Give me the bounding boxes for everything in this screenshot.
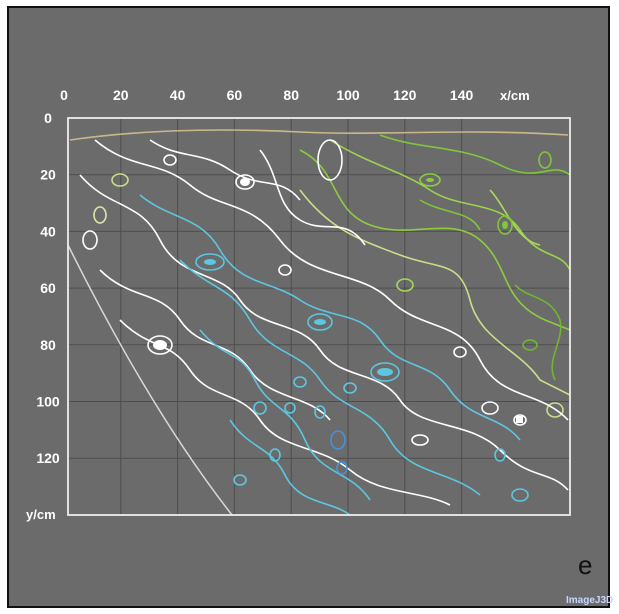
x-axis-label: x/cm (500, 88, 530, 103)
y-tick-label: 0 (44, 110, 52, 126)
x-tick-label: 100 (336, 87, 360, 103)
y-axis-label: y/cm (26, 507, 56, 522)
x-tick-label: 80 (283, 87, 299, 103)
y-tick-label: 60 (40, 280, 56, 296)
x-tick-label: 140 (450, 87, 474, 103)
figure-frame (7, 6, 610, 608)
y-tick-labels: 0 20 40 60 80 100 120 (36, 110, 60, 466)
y-tick-label: 100 (36, 394, 60, 410)
x-tick-label: 0 (60, 87, 68, 103)
grid-lines (68, 118, 570, 515)
imagej3d-watermark: ImageJ3D (566, 595, 614, 606)
plot-border (67, 117, 571, 516)
domain-boundary (67, 244, 233, 516)
y-tick-label: 40 (40, 223, 56, 239)
x-tick-label: 40 (170, 87, 186, 103)
x-tick-label: 20 (113, 87, 129, 103)
y-tick-label: 80 (40, 337, 56, 353)
contour-lines (69, 129, 570, 515)
x-tick-label: 120 (393, 87, 417, 103)
y-tick-label: 120 (36, 450, 60, 466)
x-tick-label: 60 (227, 87, 243, 103)
y-tick-label: 20 (40, 167, 56, 183)
panel-label: e (578, 550, 593, 580)
x-tick-labels: 0 20 40 60 80 100 120 140 (60, 87, 473, 103)
